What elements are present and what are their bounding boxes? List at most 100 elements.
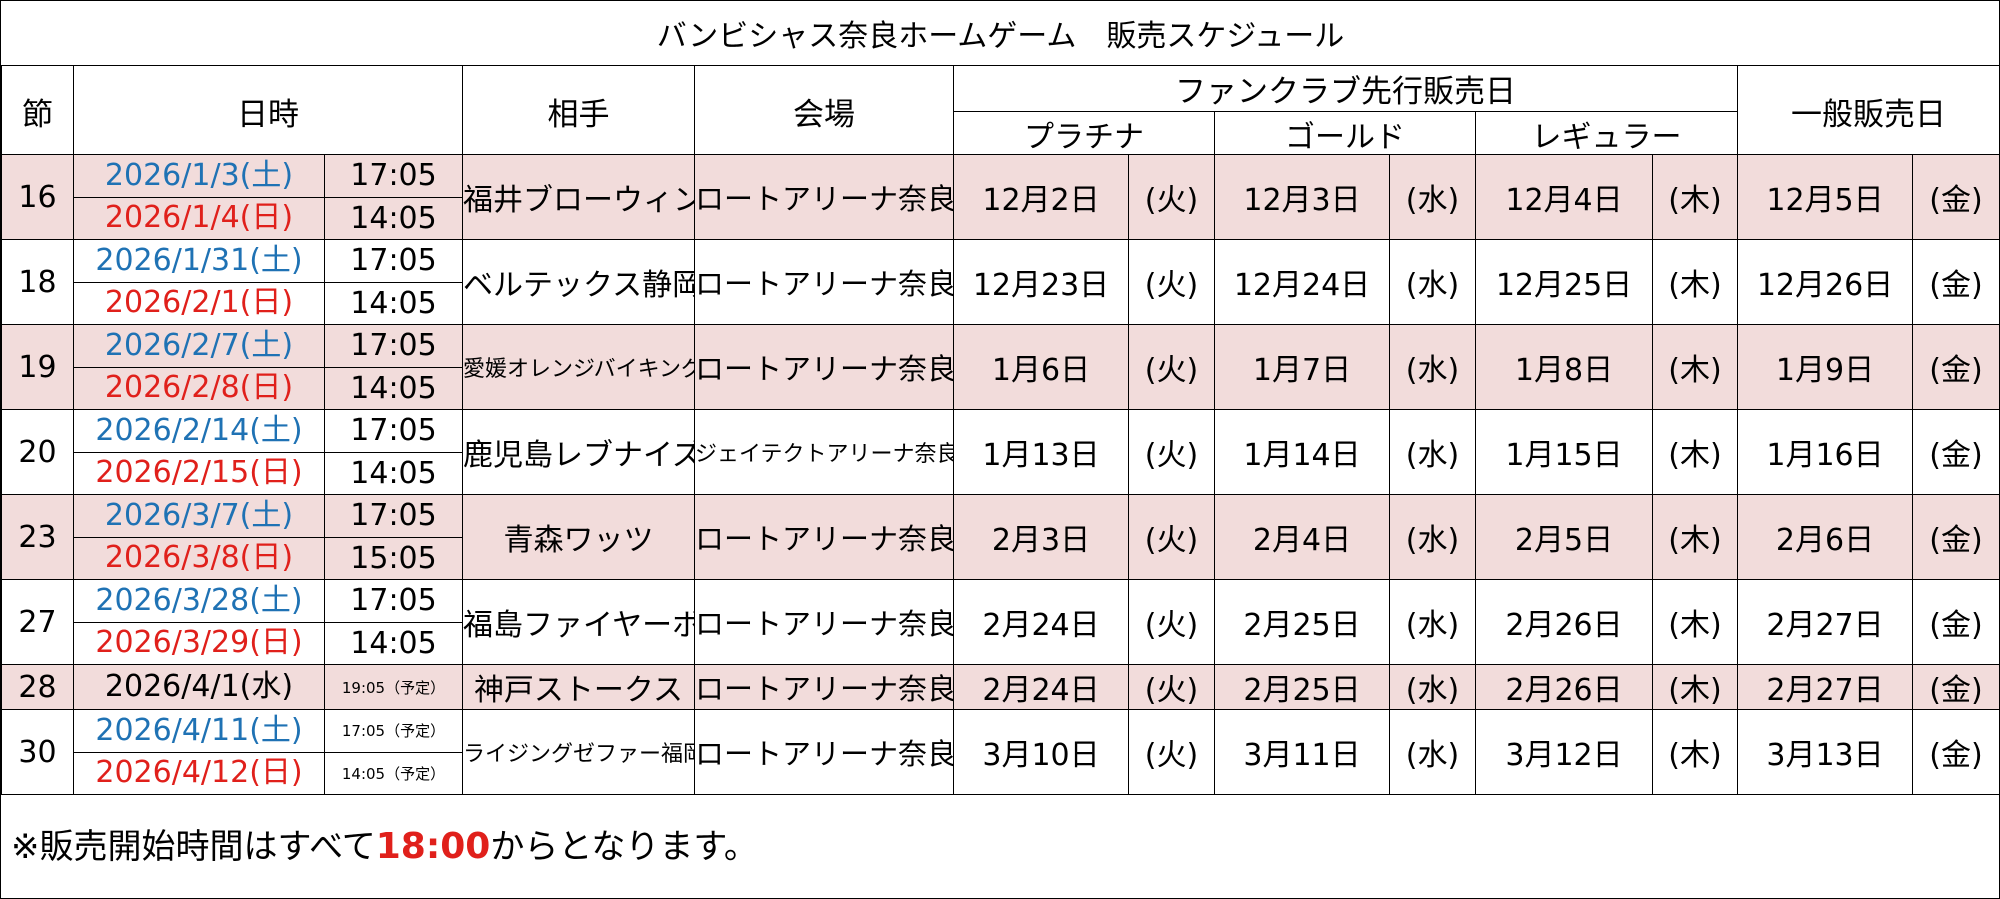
setsu-number: 23 bbox=[1, 494, 74, 580]
sale-weekday-gold: (水) bbox=[1389, 709, 1476, 795]
table-row-sub: 2026/4/12(日) 14:05（予定） bbox=[2, 751, 2000, 795]
game-time: 14:05 bbox=[324, 366, 463, 410]
table-row: 272026/3/28(土)17:05福島ファイヤーボンズロートアリーナ奈良2月… bbox=[1, 579, 2000, 665]
sale-weekday-plat: (火) bbox=[1128, 579, 1215, 665]
sale-date-gold: 2月25日 bbox=[1214, 579, 1390, 665]
game-date: 2026/1/4(日) bbox=[73, 196, 325, 240]
sale-date-plat: 3月10日 bbox=[953, 709, 1129, 795]
header-general: 一般販売日 bbox=[1736, 65, 2000, 157]
game-time: 14:05 bbox=[324, 621, 463, 665]
sale-date-plat: 2月3日 bbox=[953, 494, 1129, 580]
opponent: 神戸ストークス bbox=[462, 664, 695, 710]
game-date: 2026/2/1(日) bbox=[73, 281, 325, 325]
header-fanclub: ファンクラブ先行販売日 bbox=[953, 65, 1738, 112]
sale-date-gold: 2月4日 bbox=[1214, 494, 1390, 580]
game-date: 2026/2/14(土) bbox=[73, 409, 325, 453]
venue: ロートアリーナ奈良 bbox=[694, 154, 954, 240]
game-time: 17:05（予定） bbox=[324, 709, 463, 753]
game-date: 2026/3/8(日) bbox=[73, 536, 325, 580]
sale-date-plat: 1月6日 bbox=[953, 324, 1129, 410]
sale-weekday-gold: (水) bbox=[1389, 664, 1476, 710]
table-row: 23 2026/3/7(土) 17:05 青森ワッツ ロートアリーナ奈良 2月3日 (火) 2… bbox=[1, 494, 2000, 580]
sale-weekday-reg: (木) bbox=[1652, 709, 1738, 795]
sale-date-gold: 3月11日 bbox=[1214, 709, 1390, 795]
sale-weekday-plat: (火) bbox=[1128, 324, 1215, 410]
header-kaijo: 会場 bbox=[694, 65, 954, 157]
game-time: 14:05 bbox=[324, 451, 463, 495]
table-row-sub: 2026/3/29(日) 14:05 bbox=[2, 621, 2000, 665]
note-time: 18:00 bbox=[375, 826, 491, 867]
sale-date-reg: 2月26日 bbox=[1475, 664, 1653, 710]
sale-weekday-reg: (木) bbox=[1652, 664, 1738, 710]
sale-weekday-gen: (金) bbox=[1912, 239, 2000, 325]
sale-date-gen: 2月27日 bbox=[1737, 579, 1913, 665]
game-time: 15:05 bbox=[324, 536, 463, 580]
game-date: 2026/4/1(水) bbox=[73, 664, 325, 710]
venue: ロートアリーナ奈良 bbox=[694, 324, 954, 410]
table-row: 18 2026/1/31(土) 17:05 ベルテックス静岡 ロートアリーナ奈良 12月2… bbox=[1, 239, 2000, 325]
header-aite: 相手 bbox=[462, 65, 695, 157]
table-row-sub: 2026/2/15(日) 14:05 bbox=[2, 451, 2000, 495]
sale-weekday-reg: (木) bbox=[1652, 154, 1738, 240]
sale-weekday-gen: (金) bbox=[1912, 709, 2000, 795]
game-time: 17:05 bbox=[324, 409, 463, 453]
sale-weekday-plat: (火) bbox=[1128, 154, 1215, 240]
opponent: ベルテックス静岡 bbox=[462, 239, 695, 325]
opponent: 鹿児島レブナイズ bbox=[462, 409, 695, 495]
sale-date-gen: 2月6日 bbox=[1737, 494, 1913, 580]
page-title: バンビシャス奈良ホームゲーム 販売スケジュール bbox=[1, 1, 2000, 66]
game-time: 17:05 bbox=[324, 324, 463, 368]
sale-weekday-reg: (木) bbox=[1652, 409, 1738, 495]
game-time: 14:05 bbox=[324, 281, 463, 325]
game-date: 2026/2/8(日) bbox=[73, 366, 325, 410]
sale-weekday-reg: (木) bbox=[1652, 324, 1738, 410]
table-row: 162026/1/3(土)17:05福井ブローウィンズロートアリーナ奈良12月2… bbox=[1, 154, 2000, 240]
venue: ロートアリーナ奈良 bbox=[694, 664, 954, 710]
note-suffix: からとなります。 bbox=[490, 827, 758, 867]
sale-weekday-gen: (金) bbox=[1912, 494, 2000, 580]
table-row-sub: 2026/1/4(日) 14:05 bbox=[2, 196, 2000, 240]
table-row: 28 2026/4/1(水) 19:05（予定） 神戸ストークス ロートアリーナ奈良 2月… bbox=[1, 664, 2000, 710]
sale-weekday-gold: (水) bbox=[1389, 494, 1476, 580]
sale-date-reg: 2月26日 bbox=[1475, 579, 1653, 665]
table-row-sub: 2026/2/8(日) 14:05 bbox=[2, 366, 2000, 410]
game-date: 2026/4/11(土) bbox=[73, 709, 325, 753]
sale-weekday-gen: (金) bbox=[1912, 579, 2000, 665]
game-date: 2026/3/28(土) bbox=[73, 579, 325, 623]
sale-date-reg: 2月5日 bbox=[1475, 494, 1653, 580]
game-date: 2026/3/29(日) bbox=[73, 621, 325, 665]
sale-weekday-reg: (木) bbox=[1652, 579, 1738, 665]
opponent: ライジングゼファー福岡 bbox=[462, 709, 695, 795]
sale-date-plat: 2月24日 bbox=[953, 664, 1129, 710]
sale-weekday-reg: (木) bbox=[1652, 239, 1738, 325]
sale-weekday-gen: (金) bbox=[1912, 409, 2000, 495]
venue: ロートアリーナ奈良 bbox=[694, 494, 954, 580]
header-regular: レギュラー bbox=[1475, 111, 1738, 157]
sale-date-plat: 12月23日 bbox=[953, 239, 1129, 325]
sale-weekday-gen: (金) bbox=[1912, 154, 2000, 240]
setsu-number: 27 bbox=[1, 579, 74, 665]
sales-note: ※販売開始時間はすべて18:00からとなります。 bbox=[1, 797, 1999, 897]
sale-date-gold: 1月14日 bbox=[1214, 409, 1390, 495]
sale-weekday-gold: (水) bbox=[1389, 324, 1476, 410]
game-time: 19:05（予定） bbox=[324, 664, 463, 710]
header-platinum: プラチナ bbox=[953, 111, 1215, 157]
table-row-sub: 2026/2/1(日) 14:05 bbox=[2, 281, 2000, 325]
header-setsu: 節 bbox=[1, 65, 74, 157]
setsu-number: 30 bbox=[1, 709, 74, 795]
sale-date-gen: 12月5日 bbox=[1737, 154, 1913, 240]
game-time: 17:05 bbox=[324, 239, 463, 283]
opponent: 青森ワッツ bbox=[462, 494, 695, 580]
venue: ロートアリーナ奈良 bbox=[694, 239, 954, 325]
venue: ジェイテクトアリーナ奈良 bbox=[694, 409, 954, 495]
sale-weekday-gold: (水) bbox=[1389, 154, 1476, 240]
game-time: 14:05 bbox=[324, 196, 463, 240]
sale-date-gold: 1月7日 bbox=[1214, 324, 1390, 410]
table-row-sub: 2026/3/8(日) 15:05 bbox=[2, 536, 2000, 580]
header-nichiji: 日時 bbox=[73, 65, 463, 157]
sale-date-gen: 3月13日 bbox=[1737, 709, 1913, 795]
sale-weekday-plat: (火) bbox=[1128, 239, 1215, 325]
sale-date-gen: 1月9日 bbox=[1737, 324, 1913, 410]
setsu-number: 16 bbox=[1, 154, 74, 240]
